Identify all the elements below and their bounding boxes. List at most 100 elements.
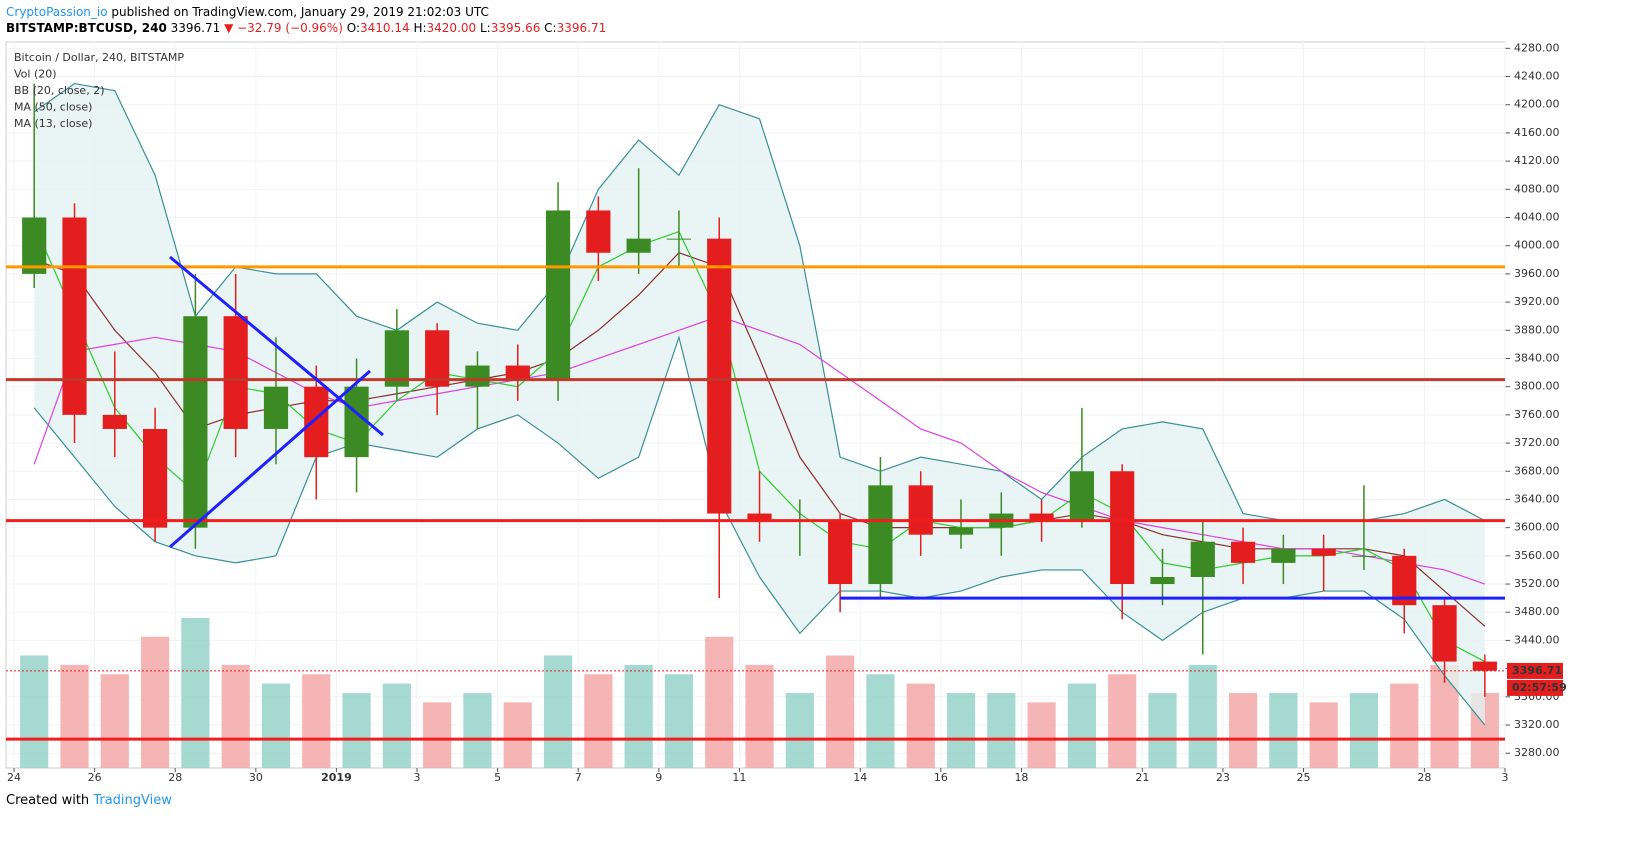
y-tick-label: 4000.00 xyxy=(1514,239,1560,252)
volume-bar xyxy=(624,664,653,768)
candle-body xyxy=(747,513,772,521)
created: Created with xyxy=(6,793,90,808)
price: 3396.71 xyxy=(170,21,221,35)
candle-body xyxy=(1311,548,1336,556)
volume-bar xyxy=(382,683,411,768)
candle-body xyxy=(102,414,127,429)
x-tick-label: 25 xyxy=(1297,771,1311,784)
candle-body xyxy=(828,520,853,585)
candle-body xyxy=(344,386,369,458)
legend-entry: BB (20, close, 2) xyxy=(14,84,105,97)
x-tick-label: 28 xyxy=(1417,771,1431,784)
y-tick-label: 3320.00 xyxy=(1514,718,1560,731)
candle-body xyxy=(1069,471,1094,521)
trend-line xyxy=(169,369,371,549)
brand[interactable]: TradingView xyxy=(93,793,172,808)
candle-body xyxy=(1150,576,1175,585)
volume-bar xyxy=(946,693,976,768)
volume-bar xyxy=(1349,693,1379,768)
x-tick-label: 14 xyxy=(853,771,867,784)
h: 3420.00 xyxy=(426,21,477,35)
candle-body xyxy=(1271,548,1296,563)
y-tick-label: 3920.00 xyxy=(1514,295,1560,308)
y-tick-label: 3480.00 xyxy=(1514,605,1560,618)
trend-line xyxy=(169,255,384,437)
candle-body xyxy=(465,365,490,387)
candle-body xyxy=(183,316,208,528)
y-tick-label: 3600.00 xyxy=(1514,521,1560,534)
candle-body xyxy=(1351,555,1377,557)
countdown-label: 02:57:59 xyxy=(1512,681,1567,694)
volume-bar xyxy=(1148,693,1177,768)
y-tick-label: 3800.00 xyxy=(1514,380,1560,393)
volume-bar xyxy=(261,683,291,768)
y-tick-label: 4280.00 xyxy=(1514,41,1560,54)
x-tick-label: 28 xyxy=(168,771,182,784)
header-line: CryptoPassion_io published on TradingVie… xyxy=(6,4,606,20)
legend-entry: MA (13, close) xyxy=(14,117,92,130)
candle-body xyxy=(666,238,692,240)
candle-body xyxy=(1110,471,1135,585)
candle-body xyxy=(545,210,571,380)
c-label: C: xyxy=(544,21,557,35)
o: 3410.14 xyxy=(360,21,410,35)
last-price-label: 3396.71 xyxy=(1512,664,1562,677)
volume-bar xyxy=(1390,683,1419,768)
header-line: BITSTAMP:BTCUSD, 240 3396.71 ▼ −32.79 (−… xyxy=(6,20,606,36)
volume-bar xyxy=(1269,693,1298,768)
candle-body xyxy=(707,238,732,514)
volume-bar xyxy=(463,693,492,768)
volume-bar xyxy=(503,702,532,768)
volume-bar xyxy=(826,655,855,768)
l: 3395.66 xyxy=(490,21,541,35)
volume-bar xyxy=(1027,702,1056,768)
volume-bar xyxy=(60,664,89,768)
x-tick-label: 18 xyxy=(1014,771,1028,784)
h-label: H: xyxy=(413,21,427,35)
x-tick-label: 11 xyxy=(732,771,746,784)
y-tick-label: 4200.00 xyxy=(1514,98,1560,111)
x-tick-label: 30 xyxy=(249,771,263,784)
y-tick-label: 3440.00 xyxy=(1514,633,1560,646)
candle-body xyxy=(384,330,409,387)
y-tick-label: 3280.00 xyxy=(1514,746,1560,759)
y-tick-label: 3840.00 xyxy=(1514,351,1560,364)
legend-entry: Vol (20) xyxy=(14,68,57,81)
l-label: L: xyxy=(479,21,491,35)
volume-bar xyxy=(140,636,170,768)
volume-bar xyxy=(181,618,210,768)
x-tick-label: 16 xyxy=(934,771,948,784)
author[interactable]: CryptoPassion_io xyxy=(6,5,108,19)
volume-bar xyxy=(1228,693,1258,768)
x-tick-label: 26 xyxy=(88,771,102,784)
volume-bar xyxy=(1067,683,1096,768)
x-tick-label: 9 xyxy=(655,771,662,784)
volume-bar xyxy=(906,683,935,768)
y-tick-label: 3680.00 xyxy=(1514,464,1560,477)
x-tick-label: 5 xyxy=(494,771,501,784)
volume-bar xyxy=(866,674,895,768)
x-tick-label: 7 xyxy=(575,771,582,784)
volume-bar xyxy=(1188,664,1217,768)
o-label: O: xyxy=(346,21,360,35)
y-tick-label: 3760.00 xyxy=(1514,408,1560,421)
indicator-line xyxy=(33,82,1486,522)
candle-body xyxy=(62,217,87,415)
y-tick-label: 4080.00 xyxy=(1514,182,1560,195)
y-tick-label: 4160.00 xyxy=(1514,126,1560,139)
volume-bar xyxy=(543,655,573,768)
candle-body xyxy=(22,217,47,274)
candle-body xyxy=(948,527,974,535)
candle-body xyxy=(1230,541,1256,563)
volume-bar xyxy=(100,674,129,768)
y-tick-label: 3520.00 xyxy=(1514,577,1560,590)
y-tick-label: 3880.00 xyxy=(1514,323,1560,336)
countdown-box xyxy=(1507,679,1563,696)
candle-body xyxy=(505,365,530,380)
candle-body xyxy=(1432,605,1457,662)
chart: 3280.003320.003360.003400.003440.003480.… xyxy=(5,41,1567,784)
footer: Created with TradingView xyxy=(6,793,172,808)
last-price-box xyxy=(1507,662,1563,679)
volume-bar xyxy=(1309,702,1338,768)
